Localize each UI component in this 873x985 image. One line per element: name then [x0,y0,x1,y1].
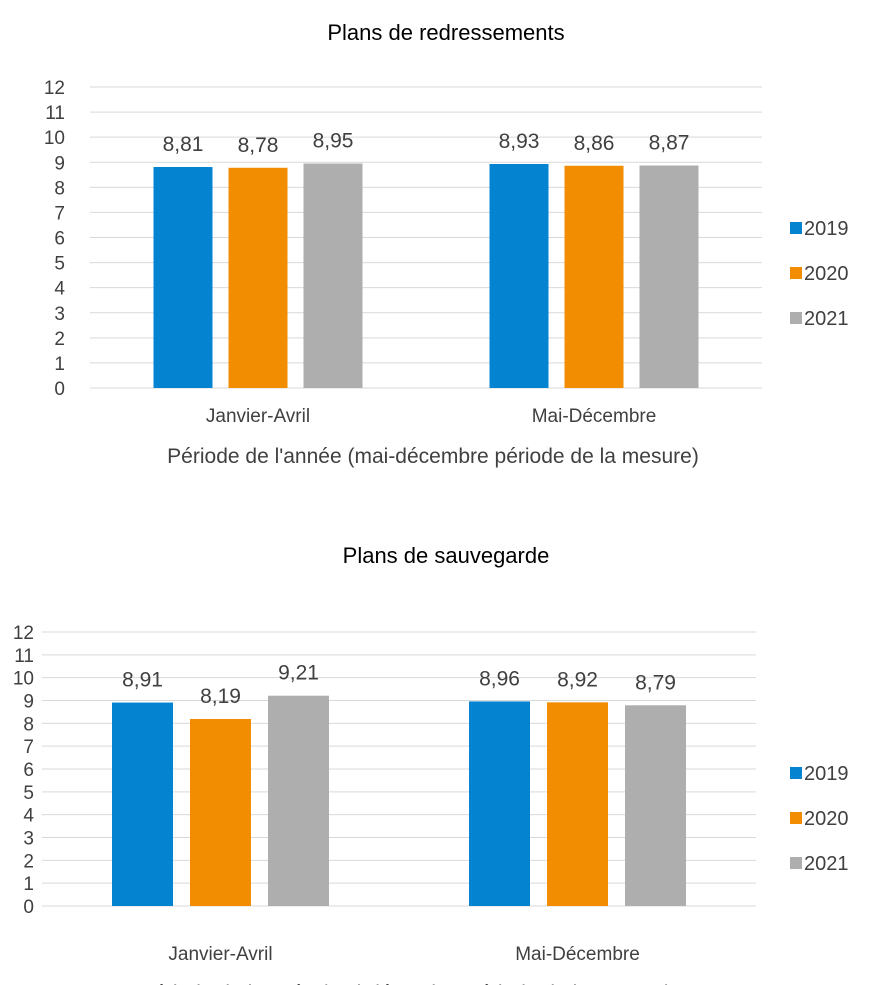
y-tick-label: 7 [23,737,34,758]
y-tick-label: 9 [54,153,65,174]
y-tick-label: 2 [54,329,65,350]
legend-label: 2019 [804,763,849,785]
y-tick-label: 4 [54,279,65,300]
y-tick-label: 11 [14,646,34,667]
chart-sauvegarde: Plans de sauvegarde 0 1 2 3 4 5 6 7 8 9 10 11 12 8,91 8… [0,530,873,985]
data-label: 8,93 [499,130,540,153]
data-label: 8,92 [557,668,598,691]
y-tick-label: 0 [23,897,34,918]
y-tick-label: 8 [23,714,34,735]
y-tick-label: 3 [54,304,65,325]
y-tick-label: 8 [54,178,65,199]
y-tick-label: 12 [13,623,34,644]
legend-swatch-2019 [790,222,802,234]
data-label: 8,87 [649,132,690,155]
data-label: 8,19 [200,685,241,708]
y-tick-label: 12 [44,78,65,99]
chart-redressements: Plans de redressements 0 1 2 3 4 5 6 7 8 9 10 11 12 8,… [0,0,873,480]
y-tick-label: 7 [54,203,65,224]
legend-swatch-2021 [790,312,802,324]
legend-swatch-2019 [790,767,802,779]
legend-label: 2020 [804,263,849,285]
y-tick-label: 6 [23,760,34,781]
y-tick-label: 10 [44,128,65,149]
y-tick-label: 1 [23,874,34,895]
legend-label: 2021 [804,308,849,330]
bar-2019 [153,167,213,388]
y-tick-label: 11 [45,103,65,124]
y-tick-label: 5 [54,254,65,275]
bar-2021 [625,705,686,906]
y-tick-label: 10 [13,669,34,690]
legend-label: 2021 [804,853,849,875]
y-tick-label: 0 [54,379,65,400]
data-label: 8,79 [635,671,676,694]
y-tick-label: 9 [23,692,34,713]
bar-2021 [268,695,329,906]
y-tick-label: 4 [23,806,34,827]
legend-swatch-2020 [790,812,802,824]
bar-2020 [228,167,288,388]
bar-2021 [639,165,699,388]
data-label: 8,78 [238,134,279,157]
chart-sauvegarde-svg: Plans de sauvegarde01234567891011128,918… [13,543,849,985]
category-label: Mai-Décembre [515,944,640,965]
bar-2019 [489,164,549,388]
data-label: 8,95 [313,130,354,153]
chart-title: Plans de redressements [327,20,564,45]
bar-2020 [190,718,251,906]
y-tick-label: 5 [23,783,34,804]
bar-2020 [547,702,608,906]
category-label: Janvier-Avril [206,406,310,427]
category-label: Mai-Décembre [532,406,657,427]
chart-title: Plans de sauvegarde [343,543,550,568]
legend-label: 2019 [804,218,849,240]
data-label: 8,96 [479,667,520,690]
bar-2019 [112,702,173,906]
bar-2021 [303,163,363,388]
legend-swatch-2021 [790,857,802,869]
chart-redressements-svg: Plans de redressements01234567891011128,… [44,20,849,468]
bar-2020 [564,165,624,388]
x-axis-label: Période de l'année (mai-décembre période… [140,982,672,985]
legend-swatch-2020 [790,267,802,279]
data-label: 8,81 [163,133,204,156]
x-axis-label: Période de l'année (mai-décembre période… [167,445,699,468]
y-tick-label: 6 [54,229,65,250]
legend-label: 2020 [804,808,849,830]
bar-2019 [469,701,530,906]
data-label: 8,86 [574,132,615,155]
data-label: 8,91 [122,669,163,692]
category-label: Janvier-Avril [168,944,272,965]
y-tick-label: 3 [23,829,34,850]
y-tick-label: 2 [23,851,34,872]
data-label: 9,21 [278,662,319,685]
y-tick-label: 1 [54,354,65,375]
